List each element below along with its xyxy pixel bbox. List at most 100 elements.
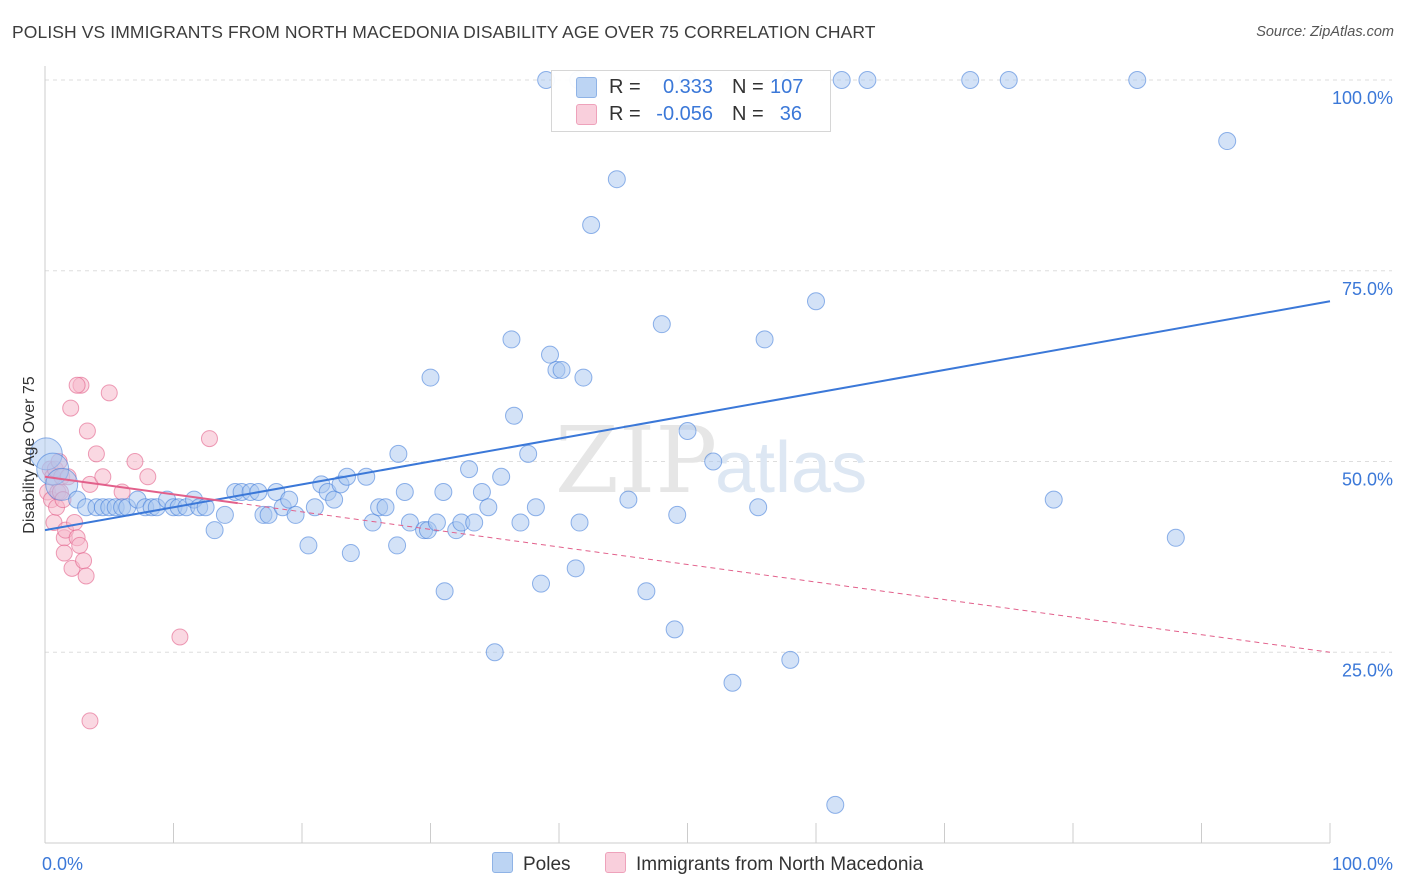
poles-point [749,498,768,517]
poles-point [637,582,656,601]
poles-point [607,170,626,189]
macedonia-trend-line-dashed [237,502,1331,653]
poles-point [299,536,318,555]
legend-n-value: 36 [779,103,802,125]
poles-point [421,368,440,387]
poles-point [45,467,79,501]
poles-point [400,513,419,532]
poles-point [526,498,545,517]
poles-point [723,673,742,692]
poles-point [755,330,774,349]
poles-point [781,650,800,669]
macedonia-point [55,544,73,562]
macedonia-point [68,376,86,394]
poles-point [532,574,551,593]
poles-point [395,483,414,502]
poles-point [511,513,530,532]
macedonia-point [78,422,96,440]
poles-point [388,536,407,555]
poles-point [492,467,511,486]
macedonia-point [62,399,80,417]
poles-point [665,620,684,639]
macedonia-point [66,514,84,532]
macedonia-point [87,445,105,463]
poles-point [435,582,454,601]
poles-point [305,498,324,517]
y-tick-label: 100.0% [1332,88,1393,108]
poles-point [427,513,446,532]
poles-point [519,444,538,463]
poles-point [472,483,491,502]
poles-point [1166,528,1185,547]
trend-lines [44,300,1331,653]
macedonia-point [81,712,99,730]
poles-point [999,71,1018,89]
legend-row-poles: R = 0.333 N = 107 [552,74,830,100]
macedonia-swatch [576,104,597,125]
macedonia-point [100,384,118,402]
macedonia-point [171,628,189,646]
legend-n-label: N = [732,103,764,125]
macedonia-points [39,376,218,730]
poles-point [479,498,498,517]
poles-point [678,421,697,440]
gridlines [45,79,1392,653]
poles-trend-line [44,300,1331,532]
y-tick-label: 25.0% [1342,660,1393,680]
poles-point [668,505,687,524]
poles-point [541,345,560,364]
macedonia-point [71,536,89,554]
legend-n-label: N = [732,76,764,98]
poles-point [280,490,299,509]
y-tick-label: 50.0% [1342,470,1393,490]
poles-point [341,544,360,563]
x-tick-labels: 0.0% 100.0% [42,854,1393,874]
x-tick-label: 0.0% [42,854,83,874]
poles-legend-label: Poles [523,854,571,875]
poles-point [325,490,344,509]
macedonia-legend-swatch [605,852,626,873]
poles-point [704,452,723,471]
poles-point [363,513,382,532]
x-tick-label: 100.0% [1332,854,1393,874]
macedonia-trend-line-solid [44,475,238,505]
source-label: Source: ZipAtlas.com [1256,24,1394,40]
poles-point [502,330,521,349]
legend-r-label: R = [609,76,641,98]
poles-point [1218,132,1237,151]
poles-point [389,444,408,463]
poles-point [357,467,376,486]
poles-point [552,360,571,379]
y-axis-label: Disability Age Over 75 [21,376,38,534]
legend-r-value: -0.056 [656,103,713,125]
poles-point [652,315,671,334]
poles-point [460,460,479,479]
poles-point [505,406,524,425]
poles-point [566,559,585,578]
poles-point [826,795,845,814]
poles-point [1044,490,1063,509]
watermark-atlas: atlas [715,428,867,508]
macedonia-point [75,552,93,570]
macedonia-point [200,430,218,448]
legend-r-label: R = [609,103,641,125]
poles-point [570,513,589,532]
macedonia-legend-label: Immigrants from North Macedonia [636,854,924,875]
poles-point [434,483,453,502]
poles-point [465,513,484,532]
y-tick-labels: 25.0% 50.0% 75.0% 100.0% [1332,88,1393,680]
legend-row-macedonia: R = -0.056 N = 36 [552,101,830,127]
chart-title: POLISH VS IMMIGRANTS FROM NORTH MACEDONI… [12,22,876,42]
poles-points [29,71,1237,814]
poles-point [1128,71,1147,89]
bottom-legend-macedonia: Immigrants from North Macedonia [605,852,923,876]
poles-point [807,292,825,311]
poles-point [961,71,980,89]
bottom-legend-poles: Poles [492,852,571,876]
poles-point [205,521,224,540]
poles-point [485,643,504,662]
poles-point [376,498,395,517]
poles-legend-swatch [492,852,513,873]
poles-point [215,505,234,524]
